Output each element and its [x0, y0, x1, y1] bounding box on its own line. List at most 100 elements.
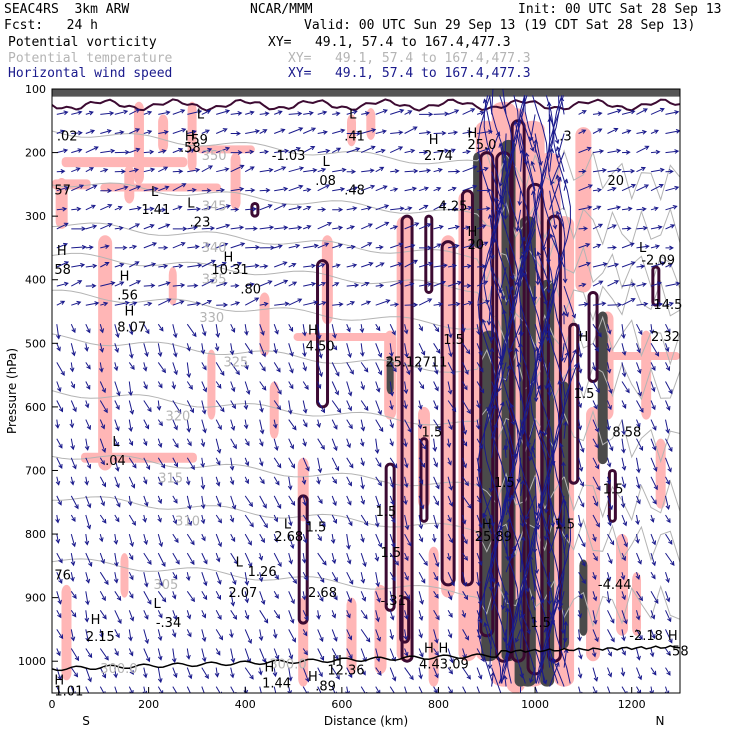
wind-vector: [331, 476, 337, 484]
extremum-value: 2.07: [228, 586, 257, 601]
wind-vector: [201, 648, 207, 663]
wind-vector: [534, 553, 540, 575]
wind-vector: [274, 301, 290, 307]
wind-vector: [317, 207, 327, 212]
pv-light-region: [374, 584, 387, 674]
wind-vector: [186, 552, 195, 566]
wind-vector: [200, 514, 206, 525]
wind-vector: [418, 476, 424, 485]
wind-vector: [404, 362, 411, 376]
wind-vector: [607, 280, 620, 287]
wind-vector: [288, 667, 293, 682]
wind-vector: [288, 281, 298, 287]
wind-vector: [85, 572, 91, 584]
wind-vector: [389, 571, 396, 582]
extremum-mark: H: [185, 130, 195, 145]
wind-vector: [129, 280, 142, 287]
wind-vector: [287, 400, 293, 415]
wind-vector: [375, 495, 381, 509]
wind-vector: [216, 187, 226, 193]
wind-vector: [607, 629, 615, 643]
wind-vector: [375, 148, 386, 154]
wind-vector: [607, 610, 615, 624]
wind-vector: [114, 648, 119, 657]
wind-vector: [389, 667, 397, 682]
wind-vector: [317, 571, 325, 583]
wind-vector: [201, 243, 211, 249]
wind-vector: [201, 225, 216, 231]
wind-vector: [389, 476, 395, 489]
pv-light-region: [80, 452, 197, 463]
wind-vector: [477, 95, 496, 684]
wind-vector: [99, 514, 107, 524]
wind-vector: [70, 438, 75, 451]
wind-vector: [143, 572, 149, 588]
wind-vector: [404, 243, 416, 249]
wind-vector: [592, 111, 603, 116]
extremum-value: 12.36: [327, 664, 364, 679]
wind-vector: [418, 186, 429, 192]
wind-vector: [476, 224, 487, 230]
wind-vector: [244, 495, 253, 508]
wind-vector: [360, 648, 367, 663]
wind-vector: [185, 476, 191, 486]
wind-vector: [273, 362, 281, 373]
wind-vector: [99, 571, 109, 586]
y-tick-label: 1000: [18, 655, 46, 668]
wind-vector: [71, 167, 81, 173]
wind-vector: [172, 667, 178, 679]
wind-vector: [187, 167, 201, 173]
wind-vector: [258, 572, 264, 583]
wind-vector: [555, 145, 565, 172]
wind-vector: [418, 457, 426, 468]
y-axis-label: Pressure (hPa): [5, 348, 19, 434]
wind-vector: [500, 95, 520, 684]
wind-vector: [317, 648, 325, 661]
wind-vector: [547, 95, 566, 684]
wind-vector: [201, 400, 207, 415]
wind-vector: [518, 330, 524, 344]
extremum-mark: L: [153, 597, 161, 612]
wind-vector: [332, 167, 347, 173]
wind-vector: [127, 495, 133, 507]
wind-vector: [447, 224, 460, 230]
wind-vector: [418, 223, 432, 230]
wind-vector: [303, 281, 317, 287]
extremum-mark: L: [187, 196, 195, 211]
wind-vector: [360, 667, 366, 676]
wind-vector: [244, 648, 252, 664]
wind-vector: [433, 648, 439, 657]
wind-vector: [172, 205, 183, 211]
wind-vector: [229, 514, 235, 523]
wind-vector: [229, 457, 235, 471]
wind-vector: [491, 581, 500, 611]
wind-vector: [187, 187, 197, 193]
wind-vector: [346, 301, 356, 306]
wind-vector: [99, 476, 106, 488]
wind-vector: [486, 286, 493, 326]
wind-vector: [390, 302, 400, 308]
wind-vector: [462, 572, 468, 587]
wind-vector: [69, 419, 75, 429]
extremum-mark: H: [308, 324, 318, 339]
pv-light-region: [120, 553, 129, 598]
wind-vector: [462, 495, 472, 509]
wind-vector: [620, 572, 626, 581]
wind-vector: [302, 343, 307, 358]
wind-vector: [128, 476, 136, 489]
wind-vector: [419, 111, 434, 117]
wind-vector: [259, 400, 264, 413]
wind-vector: [85, 283, 97, 289]
wind-vector: [636, 419, 641, 428]
extremum-value: 8.07: [117, 320, 146, 335]
wind-vector: [230, 150, 243, 155]
wind-vector: [172, 300, 185, 306]
wind-vector: [491, 401, 505, 439]
wind-vector: [635, 610, 641, 621]
x-tick-label: 200: [138, 698, 159, 711]
extremum-mark: H: [120, 270, 130, 285]
wind-vector: [462, 149, 471, 155]
wind-vector: [128, 629, 133, 642]
wind-vector: [288, 184, 304, 192]
wind-vector: [100, 168, 109, 173]
